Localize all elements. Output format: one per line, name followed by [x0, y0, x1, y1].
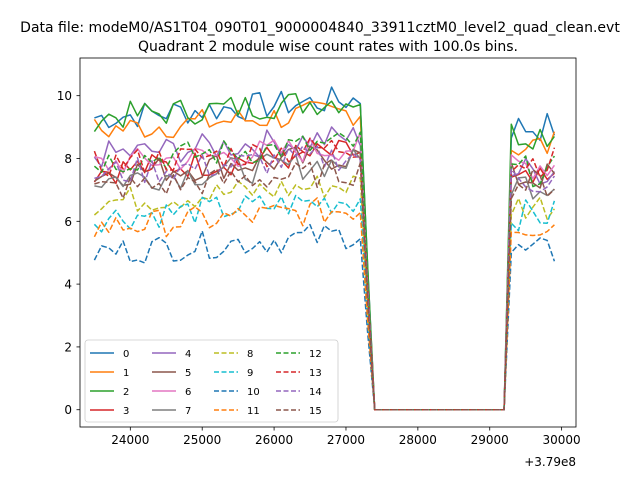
chart-title: Quadrant 2 module wise count rates with …: [138, 39, 518, 55]
x-tick-label: 28000: [399, 433, 437, 447]
legend-label-11: 11: [247, 406, 260, 417]
series-line-15: [94, 158, 555, 411]
y-tick-label: 0: [64, 403, 72, 417]
legend-label-1: 1: [123, 368, 129, 379]
legend-label-14: 14: [309, 387, 322, 398]
legend-label-0: 0: [123, 349, 129, 360]
legend-label-2: 2: [123, 387, 129, 398]
x-tick-label: 29000: [471, 433, 509, 447]
y-tick-label: 10: [57, 89, 72, 103]
axes-frame: [79, 57, 577, 428]
x-tick-label: 27000: [327, 433, 365, 447]
x-tick-label: 25000: [183, 433, 221, 447]
legend-label-10: 10: [247, 387, 260, 398]
chart-suptitle: Data file: modeM0/AS1T04_090T01_90000048…: [20, 20, 620, 36]
legend-label-12: 12: [309, 349, 322, 360]
series-line-14: [94, 145, 556, 411]
x-offset-label: +3.79e8: [524, 455, 576, 469]
legend-label-6: 6: [185, 387, 191, 398]
series-layer: [93, 86, 556, 411]
y-tick-label: 8: [64, 152, 72, 166]
series-line-13: [93, 137, 556, 411]
series-line-11: [93, 197, 555, 411]
legend-label-7: 7: [185, 406, 191, 417]
legend-label-5: 5: [185, 368, 191, 379]
legend-label-9: 9: [247, 368, 253, 379]
legend-label-8: 8: [247, 349, 253, 360]
axes-layer: 24000 25000 26000 27000 28000 29000 30000 0 2 4 6 8…: [57, 57, 581, 447]
legend-label-15: 15: [309, 406, 322, 417]
y-tick-label: 4: [64, 278, 72, 292]
x-tick-label: 26000: [255, 433, 293, 447]
legend-label-4: 4: [185, 349, 191, 360]
x-tick-label: 24000: [111, 433, 149, 447]
y-tick-label: 6: [64, 215, 72, 229]
legend-label-3: 3: [123, 406, 129, 417]
legend-box: [84, 339, 339, 423]
y-tick-label: 2: [64, 340, 72, 354]
legend-label-13: 13: [309, 368, 322, 379]
series-line-9: [93, 194, 556, 411]
x-tick-label: 30000: [543, 433, 581, 447]
